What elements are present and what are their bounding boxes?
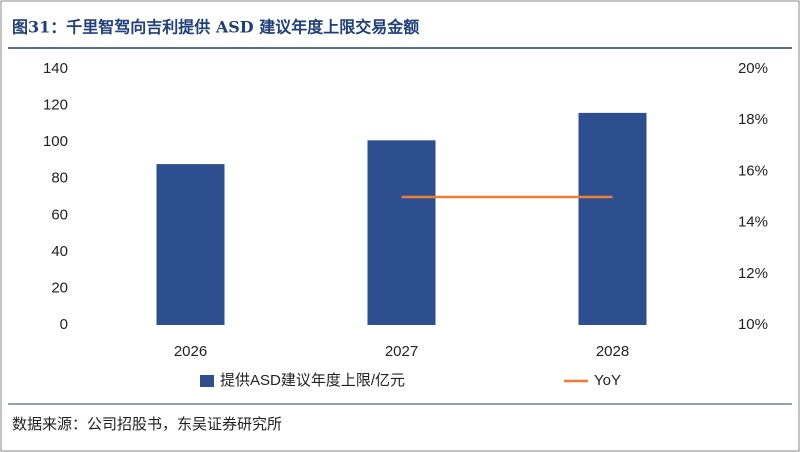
y-tick-label: 20 bbox=[51, 279, 68, 296]
y2-tick-label: 12% bbox=[738, 265, 768, 282]
x-tick-label: 2027 bbox=[385, 343, 418, 360]
y-tick-label: 120 bbox=[43, 97, 68, 114]
bar bbox=[578, 112, 647, 325]
source: 数据来源：公司招股书，东吴证券研究所 bbox=[12, 415, 282, 433]
y-tick-label: 40 bbox=[51, 243, 68, 260]
chart-title: 图31：千里智驾向吉利提供 ASD 建议年度上限交易金额 bbox=[12, 18, 419, 37]
y2-tick-label: 18% bbox=[738, 111, 768, 128]
y2-tick-label: 10% bbox=[738, 316, 768, 333]
legend-label: 提供ASD建议年度上限/亿元 bbox=[220, 372, 405, 389]
legend-label: YoY bbox=[594, 372, 621, 389]
y2-tick-label: 16% bbox=[738, 162, 768, 179]
y-tick-label: 140 bbox=[43, 60, 68, 77]
bar bbox=[156, 164, 225, 325]
legend-swatch bbox=[200, 375, 214, 387]
y-tick-label: 100 bbox=[43, 133, 68, 150]
y-tick-label: 0 bbox=[60, 316, 68, 333]
x-tick-label: 2028 bbox=[596, 343, 629, 360]
x-tick-label: 2026 bbox=[174, 343, 207, 360]
y-tick-label: 80 bbox=[51, 170, 68, 187]
bar bbox=[367, 140, 436, 325]
y-tick-label: 60 bbox=[51, 206, 68, 223]
y2-tick-label: 20% bbox=[738, 60, 768, 77]
y2-tick-label: 14% bbox=[738, 214, 768, 231]
